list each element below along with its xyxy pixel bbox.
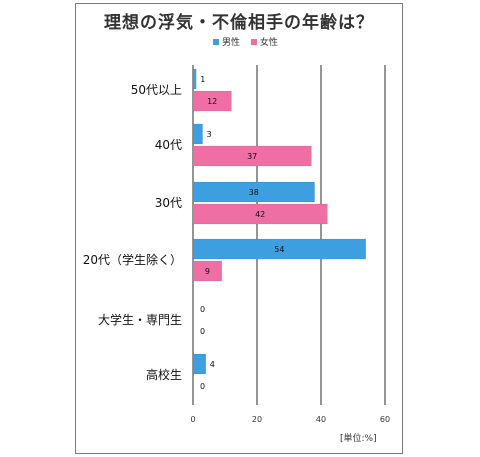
legend-label-female: 女性 xyxy=(259,38,278,48)
legend: 男性 女性 xyxy=(213,35,286,49)
bar-male xyxy=(192,123,203,145)
data-label-male: 3 xyxy=(207,130,212,139)
category-label: 40代 xyxy=(155,138,182,152)
data-label-male: 54 xyxy=(274,245,284,254)
category-label: 50代以上 xyxy=(131,83,182,97)
data-label-male: 0 xyxy=(200,305,205,314)
bar-female xyxy=(192,145,312,167)
data-label-male: 4 xyxy=(210,360,215,369)
data-label-female: 37 xyxy=(247,152,257,161)
data-label-male: 1 xyxy=(200,75,205,84)
legend-swatch-female xyxy=(250,38,257,45)
unit-label: [単位:%] xyxy=(340,434,377,444)
data-label-female: 0 xyxy=(200,382,205,391)
data-label-female: 12 xyxy=(207,97,217,106)
bar-male xyxy=(192,238,367,260)
legend-item-female: 女性 xyxy=(250,35,278,48)
legend-swatch-male xyxy=(213,38,219,45)
data-label-female: 42 xyxy=(255,210,265,219)
bar-male xyxy=(192,181,315,203)
x-tick-label: 20 xyxy=(252,415,262,424)
bar-male xyxy=(192,68,197,90)
bar-female xyxy=(192,203,328,225)
x-tick-label: 60 xyxy=(380,415,390,424)
category-label: 30代 xyxy=(155,196,182,210)
category-label: 20代（学生除く） xyxy=(83,252,182,267)
category-label: 高校生 xyxy=(146,367,182,382)
bar-male xyxy=(192,353,207,375)
data-label-female: 0 xyxy=(200,327,205,336)
x-tick-label: 40 xyxy=(316,415,326,424)
legend-label-male: 男性 xyxy=(222,38,241,48)
category-label: 大学生・専門生 xyxy=(98,312,182,327)
bar-female xyxy=(192,90,232,112)
x-tick-label: 0 xyxy=(190,415,195,424)
bar-female xyxy=(192,260,223,282)
legend-item-male: 男性 xyxy=(213,35,240,48)
data-label-female: 9 xyxy=(205,267,210,276)
chart-frame xyxy=(75,3,403,454)
chart-title: 理想の浮気・不倫相手の年齢は？ xyxy=(104,13,374,33)
data-label-male: 38 xyxy=(249,188,259,197)
